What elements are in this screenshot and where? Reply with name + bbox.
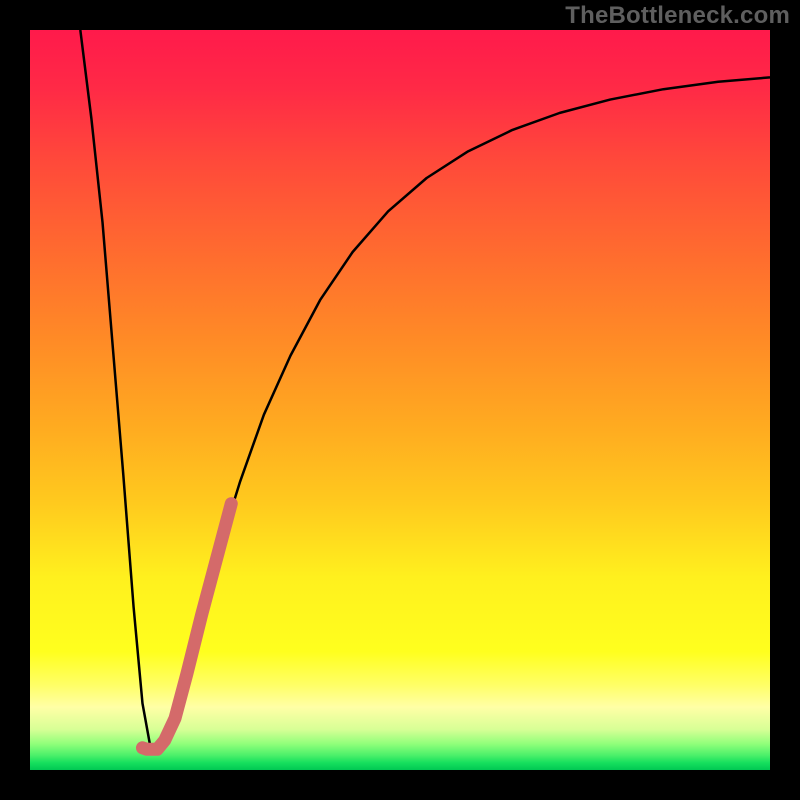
plot-area <box>30 30 770 770</box>
chart-svg <box>0 0 800 800</box>
stage: TheBottleneck.com <box>0 0 800 800</box>
watermark-text: TheBottleneck.com <box>565 2 790 30</box>
